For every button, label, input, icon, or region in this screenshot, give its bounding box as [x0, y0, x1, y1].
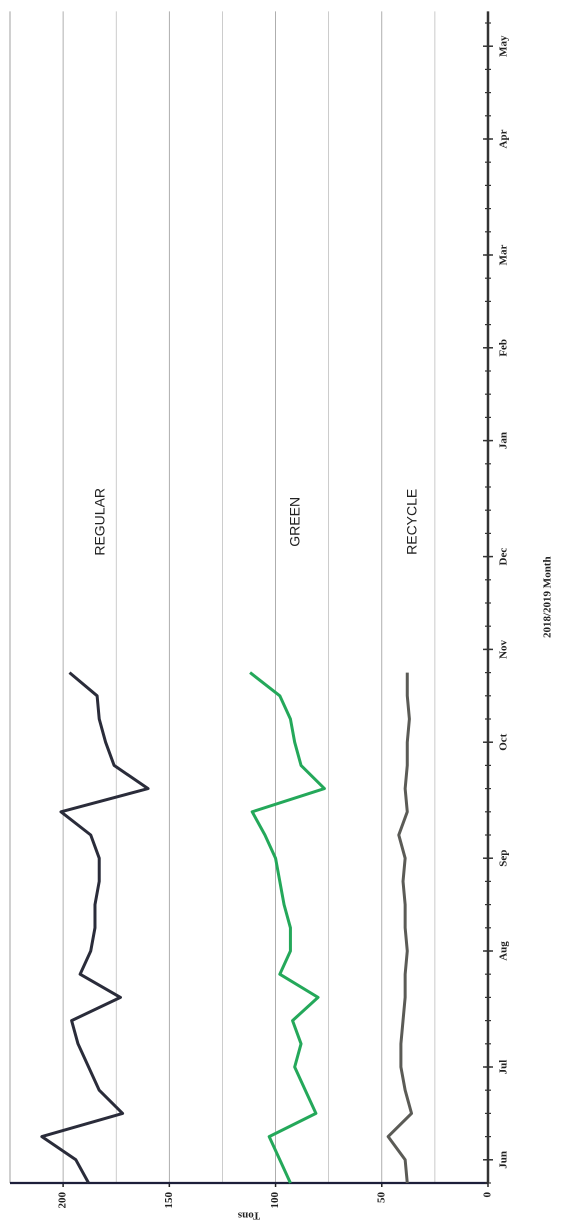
- series-line: [40, 671, 150, 1184]
- x-tick-label: Dec: [498, 548, 510, 566]
- x-tick-label: May: [498, 35, 510, 57]
- series-line: [249, 671, 326, 1184]
- x-tick-label: Mar: [498, 245, 510, 266]
- series-line: [386, 672, 414, 1184]
- x-tick-label: Oct: [498, 733, 510, 750]
- x-tick-label: Feb: [498, 339, 510, 357]
- x-tick-label: Jul: [498, 1060, 510, 1075]
- series-label: GREEN: [287, 497, 303, 547]
- rotated-chart: 0 50 100 150 200 Tons Jun Jul Aug Sep Oct Nov Dec Jan…: [9, 11, 554, 1221]
- y-tick-label: 200: [57, 1192, 69, 1209]
- x-tick-label: Aug: [498, 941, 510, 961]
- y-axis-label: Tons: [237, 1209, 260, 1221]
- y-tick-label: 0: [482, 1192, 494, 1198]
- y-tick-label: 100: [269, 1192, 281, 1209]
- x-tick-label: Apr: [498, 129, 510, 148]
- x-tick-label: Nov: [498, 639, 510, 658]
- y-tick-label: 150: [163, 1192, 175, 1209]
- x-axis-label: 2018/2019 Month: [542, 556, 554, 638]
- x-tick-label: Jan: [498, 432, 510, 449]
- y-tick-label: 50: [375, 1192, 387, 1204]
- x-tick-label: Jun: [498, 1151, 510, 1169]
- series-label: RECYCLE: [403, 489, 419, 555]
- x-tick-label: Sep: [498, 850, 510, 867]
- series-label: REGULAR: [91, 488, 107, 556]
